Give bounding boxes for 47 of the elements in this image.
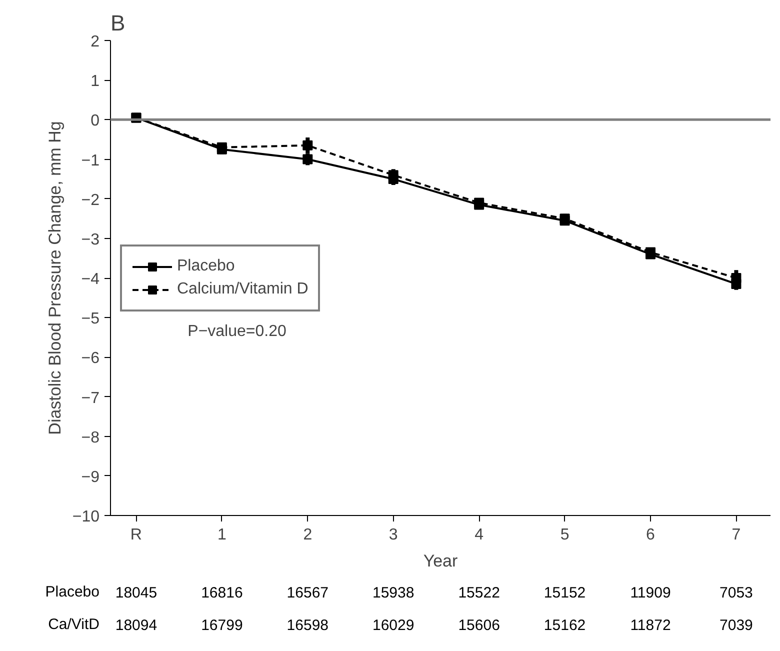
text: Ca/VitD xyxy=(48,616,100,633)
x-tick-label: 3 xyxy=(388,526,398,544)
point xyxy=(302,140,313,150)
text: 16816 xyxy=(201,584,243,602)
text: 11909 xyxy=(630,584,671,602)
text: 11872 xyxy=(630,616,671,634)
y-tick-label: −3 xyxy=(81,231,100,248)
y-tick-label: 0 xyxy=(90,112,100,130)
x-tick-label: 6 xyxy=(646,526,656,544)
y-tick-label: 2 xyxy=(90,34,100,50)
text: 7039 xyxy=(720,616,753,634)
y-tick-label: −10 xyxy=(72,508,100,526)
x-tick-label: R xyxy=(130,526,142,544)
y-tick-label: −5 xyxy=(81,310,100,328)
legend-label: Calcium/Vitamin D xyxy=(177,280,308,298)
y-tick-label: −6 xyxy=(81,350,100,368)
text: 16567 xyxy=(286,584,329,602)
x-axis-title: Year xyxy=(423,552,458,570)
text: 15938 xyxy=(372,584,414,602)
y-axis-title: Diastolic Blood Pressure Change, mm Hg xyxy=(45,121,64,435)
x-tick-label: 2 xyxy=(303,526,312,544)
annotation: P−value=0.20 xyxy=(188,322,286,340)
x-tick-label: 7 xyxy=(732,526,741,544)
x-tick-label: 1 xyxy=(217,526,226,544)
text: 7053 xyxy=(720,584,753,602)
text: 16799 xyxy=(201,616,243,634)
y-tick-label: −1 xyxy=(81,152,100,170)
point xyxy=(731,273,742,283)
text: 16598 xyxy=(286,616,329,634)
text: 16029 xyxy=(372,616,414,634)
text: 15162 xyxy=(544,616,586,634)
y-tick-label: −8 xyxy=(81,429,100,446)
text: 15522 xyxy=(458,584,500,602)
y-tick-label: −4 xyxy=(81,271,100,288)
x-tick-label: 4 xyxy=(474,526,484,544)
text: 15152 xyxy=(544,584,586,602)
text: 18094 xyxy=(115,616,158,634)
text: Placebo xyxy=(45,583,100,600)
y-tick-label: −9 xyxy=(81,468,100,486)
y-tick-label: 1 xyxy=(90,73,100,90)
text: 15606 xyxy=(458,616,500,634)
chart-title: B xyxy=(110,10,126,36)
legend-label: Placebo xyxy=(177,257,235,275)
y-tick-label: −7 xyxy=(81,390,100,407)
x-tick-label: 5 xyxy=(560,526,570,544)
text: 18045 xyxy=(115,584,158,602)
y-tick-label: −2 xyxy=(81,192,100,209)
